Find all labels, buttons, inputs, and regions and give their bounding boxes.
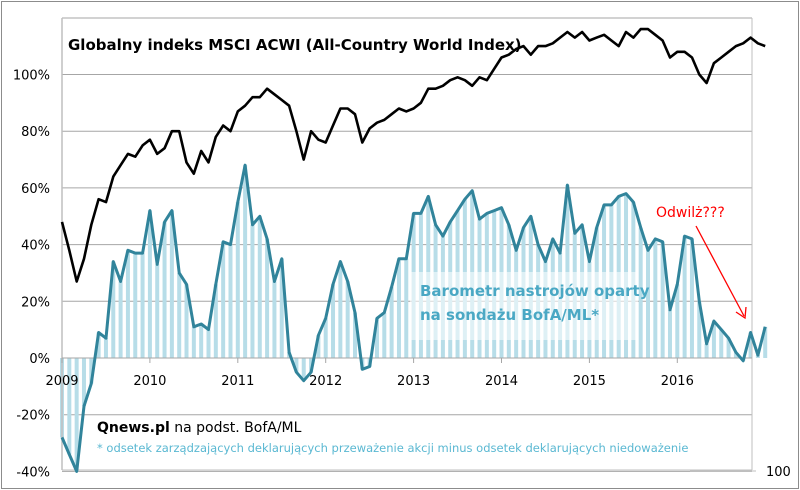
barometer-bar [74,358,79,472]
annotation-arrow-line [695,225,745,317]
barometer-bar [257,216,262,358]
y-tick-labels: -40% -20% 0% 20% 40% 60% 80% 100% [13,69,50,481]
barometer-bar [81,358,86,407]
barometer-label-line1: Barometr nastrojów oparty [420,282,650,300]
barometer-bar [103,338,108,358]
x-tick-label: 2009 [45,374,78,389]
barometer-bar [184,284,189,358]
barometer-bar [301,358,306,381]
y-tick-label: 0% [29,352,50,367]
barometer-bar [345,281,350,358]
barometer-bar [279,258,284,358]
barometer-bar [147,210,152,358]
barometer-bar [719,329,724,358]
barometer-bar [389,287,394,358]
barometer-bar [748,332,753,358]
barometer-bar [374,318,379,358]
barometer-bar [294,358,299,373]
y-tick-label: 80% [21,125,50,140]
barometer-bar [235,202,240,358]
barometer-bar [733,352,738,358]
barometer-bar [646,250,650,358]
barometer-bar [697,301,702,358]
barometer-label-line2: na sondażu BofA/ML* [420,306,599,324]
x-tick-label: 2012 [309,374,342,389]
barometer-label-background [410,272,638,340]
barometer-bar [67,358,72,455]
barometer-bar [89,358,94,384]
barometer-bar [353,312,357,358]
barometer-bar [155,264,160,358]
x-tick-label: 2010 [133,374,166,389]
barometer-bar [118,281,123,358]
barometer-bar [206,329,211,358]
barometer-bar [711,321,716,358]
barometer-bar [177,272,182,358]
y-tick-label: -20% [16,409,50,424]
barometer-bar [338,261,343,358]
series-lines [60,27,767,473]
x-tick-label: 2014 [485,374,518,389]
barometer-bar [323,318,328,358]
x-tick-label: 2016 [661,374,694,389]
barometer-bar [763,326,768,358]
corner-value: 100 [766,465,791,480]
x-tick-label: 2013 [397,374,430,389]
barometer-bar [660,241,665,358]
barometer-bar [272,281,277,358]
chart-title: Globalny indeks MSCI ACWI (All-Country W… [68,36,522,54]
barometer-bar [638,227,643,358]
barometer-bar [396,258,401,358]
barometer-bar [213,284,218,358]
y-tick-label: 20% [21,295,50,310]
barometer-bar [404,258,409,358]
barometer-bar [162,221,167,358]
barometer-bar [199,323,204,358]
barometer-bar [140,253,145,358]
barometer-bar [689,238,694,358]
barometer-bar [125,250,130,358]
source-rest: na podst. BofA/ML [170,420,302,436]
barometer-bar [243,165,248,358]
annotation-arrow-head [735,306,747,320]
barometer-bar [316,335,321,358]
barometer-bar [704,343,709,358]
barometer-bar [228,244,233,358]
barometer-bar [221,241,226,358]
barometer-bar [191,326,196,358]
source-bold: Qnews.pl [97,420,170,436]
y-tick-label: -40% [16,465,50,480]
barometer-bar [667,309,672,358]
barometer-bar [653,238,658,358]
footnote: * odsetek zarządzających deklarujących p… [97,441,688,455]
x-tick-label: 2011 [221,374,254,389]
y-tick-label: 60% [21,182,50,197]
y-tick-label: 40% [21,239,50,254]
source-label: Qnews.pl na podst. BofA/ML [97,420,302,436]
barometer-bar [250,224,255,358]
x-tick-label: 2015 [573,374,606,389]
barometer-bar [682,236,687,358]
barometer-bar [111,261,116,358]
barometer-bar [565,185,570,358]
barometer-bar [133,253,138,358]
barometer-bar [96,332,101,358]
barometer-bar [726,338,731,358]
axes [61,18,753,471]
barometer-bar [169,210,174,358]
barometer-bar [331,284,336,358]
barometer-bar [675,284,680,358]
x-tick-labels: 2009 2010 2011 2012 2013 2014 2015 2016 [45,374,693,389]
odwilz-annotation: Odwilż??? [656,205,725,221]
barometer-bar [382,312,387,358]
y-tick-label: 100% [13,69,50,84]
barometer-bar [265,238,270,358]
